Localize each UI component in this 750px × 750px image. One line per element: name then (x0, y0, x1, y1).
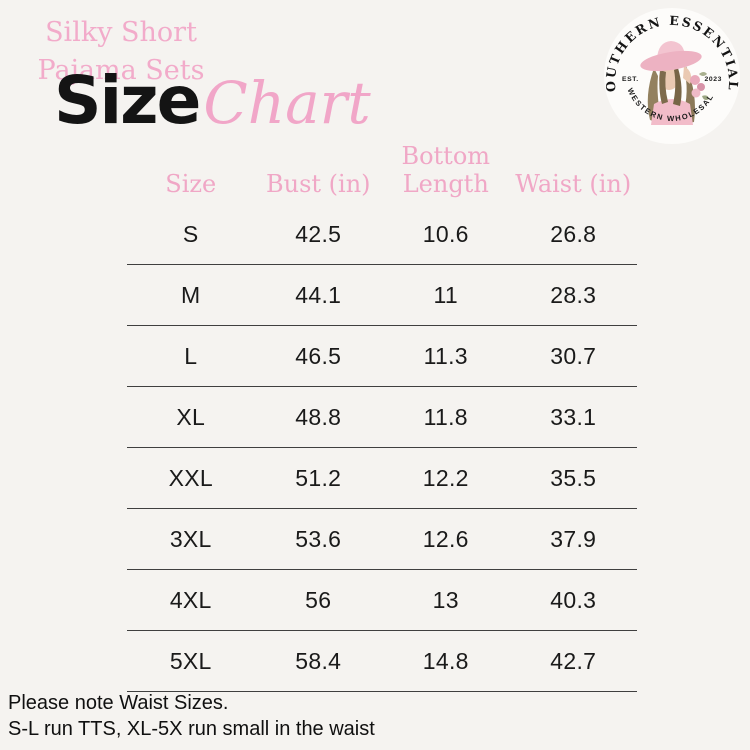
cell-bottom-length: 11 (433, 281, 458, 308)
cell-bust: 56 (305, 586, 332, 613)
cell-bust: 46.5 (295, 342, 342, 369)
table-row: 3XL 53.6 12.6 37.9 (127, 509, 637, 570)
cell-bust: 42.5 (295, 220, 342, 247)
product-title: Silky Short Pajama Sets (12, 14, 230, 90)
page-title: SizeChart (54, 62, 371, 139)
cell-bottom-length: 12.2 (422, 464, 469, 491)
cell-bust: 53.6 (295, 525, 342, 552)
product-title-line2: Pajama Sets (37, 55, 205, 86)
cell-size: 3XL (169, 525, 212, 552)
cell-size: L (184, 342, 198, 369)
cell-bottom-length: 10.6 (422, 220, 469, 247)
table-row: 4XL 56 13 40.3 (127, 570, 637, 631)
cell-size: S (182, 220, 199, 247)
table-row: XXL 51.2 12.2 35.5 (127, 448, 637, 509)
footnote: Please note Waist Sizes. S-L run TTS, XL… (8, 690, 375, 742)
cell-waist: 42.7 (550, 647, 597, 674)
brand-logo: SOUTHERN ESSENTIALS EST. 2023 WESTERN WH… (600, 4, 740, 144)
cell-bottom-length: 13 (432, 586, 459, 613)
cell-bottom-length: 12.6 (422, 525, 469, 552)
cell-waist: 33.1 (550, 403, 597, 430)
column-header-bust: Bust (in) (265, 170, 371, 198)
cell-bottom-length: 11.8 (423, 403, 468, 430)
cell-bust: 51.2 (295, 464, 342, 491)
cell-size: XL (176, 403, 206, 430)
cell-size: 4XL (169, 586, 212, 613)
table-row: 5XL 58.4 14.8 42.7 (127, 631, 637, 692)
column-header-bottom-length: Bottom Length (401, 142, 491, 198)
cell-bust: 58.4 (295, 647, 342, 674)
column-header-size: Size (165, 170, 217, 198)
page-title-main: Size (54, 62, 201, 139)
cowgirl-illustration-icon (640, 41, 709, 125)
table-header-row: Size Bust (in) Bottom Length Waist (in) (127, 140, 637, 204)
cell-waist: 35.5 (550, 464, 597, 491)
cell-bottom-length: 11.3 (423, 342, 468, 369)
cell-size: M (181, 281, 201, 308)
product-title-line1: Silky Short (45, 17, 197, 48)
table-row: M 44.1 11 28.3 (127, 265, 637, 326)
size-chart-table: Size Bust (in) Bottom Length Waist (in) … (127, 140, 637, 692)
cell-waist: 28.3 (550, 281, 597, 308)
cell-bust: 48.8 (295, 403, 342, 430)
table-row: S 42.5 10.6 26.8 (127, 204, 637, 265)
cell-waist: 26.8 (550, 220, 597, 247)
cell-waist: 30.7 (550, 342, 597, 369)
logo-year: 2023 (704, 76, 722, 83)
footnote-line1: Please note Waist Sizes. (8, 692, 229, 714)
footnote-line2: S-L run TTS, XL-5X run small in the wais… (8, 718, 375, 740)
table-row: L 46.5 11.3 30.7 (127, 326, 637, 387)
logo-est-label: EST. (622, 76, 639, 83)
page-title-accent: Chart (203, 69, 371, 137)
cell-bust: 44.1 (295, 281, 342, 308)
cell-size: 5XL (169, 647, 212, 674)
cell-waist: 37.9 (550, 525, 597, 552)
cell-size: XXL (168, 464, 213, 491)
column-header-waist: Waist (in) (515, 170, 632, 198)
cell-bottom-length: 14.8 (422, 647, 469, 674)
cell-waist: 40.3 (550, 586, 597, 613)
table-row: XL 48.8 11.8 33.1 (127, 387, 637, 448)
